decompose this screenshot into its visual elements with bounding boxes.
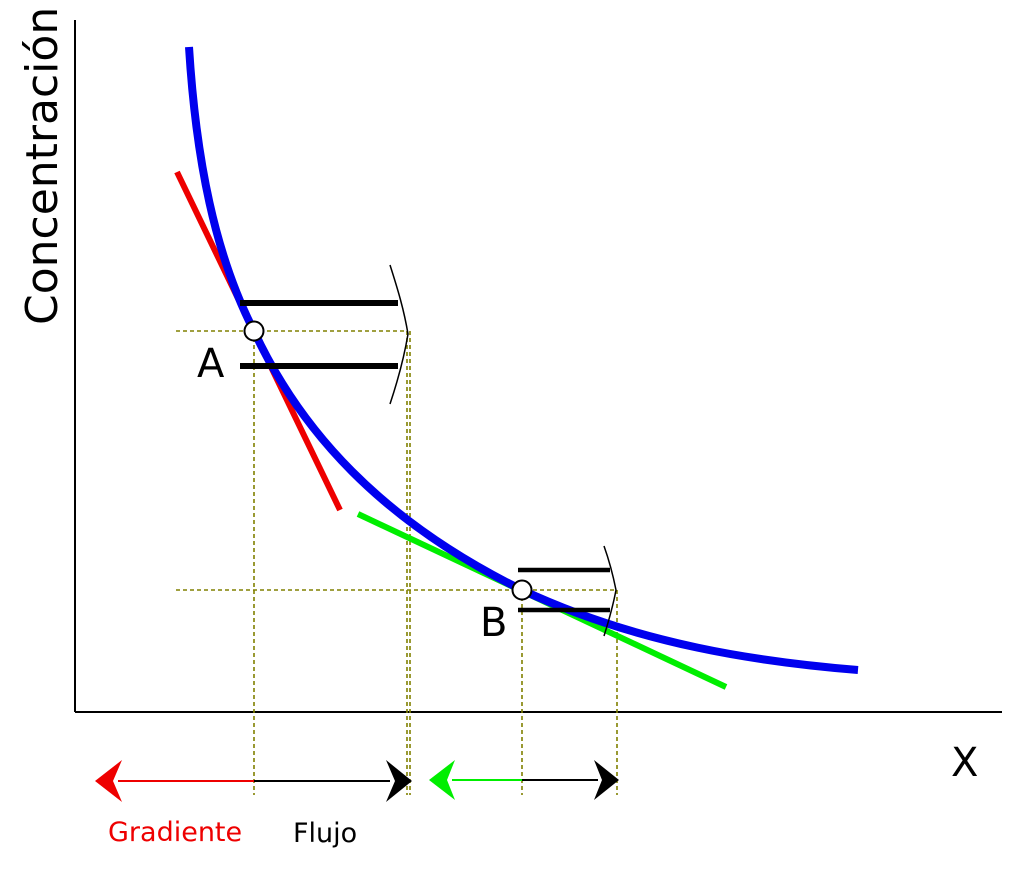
concentration-curve (185, 46, 859, 674)
flux-label: Flujo (293, 818, 357, 849)
arrow-flux-b (522, 760, 619, 800)
arrow-flux-a (254, 760, 412, 802)
gradient-label: Gradiente (108, 817, 242, 848)
point-a-marker (243, 320, 265, 342)
arrow-gradient-b (429, 760, 522, 800)
point-a-label: A (197, 341, 225, 387)
flux-symbol-b (518, 545, 617, 637)
flux-symbol-a (240, 264, 409, 405)
point-b-label: B (480, 600, 507, 646)
guide-lines (176, 330, 618, 795)
arrow-gradient-a (95, 760, 254, 802)
point-b-marker (511, 579, 533, 601)
x-axis-label: X (951, 740, 978, 786)
y-axis-label: Concentración (17, 7, 68, 325)
